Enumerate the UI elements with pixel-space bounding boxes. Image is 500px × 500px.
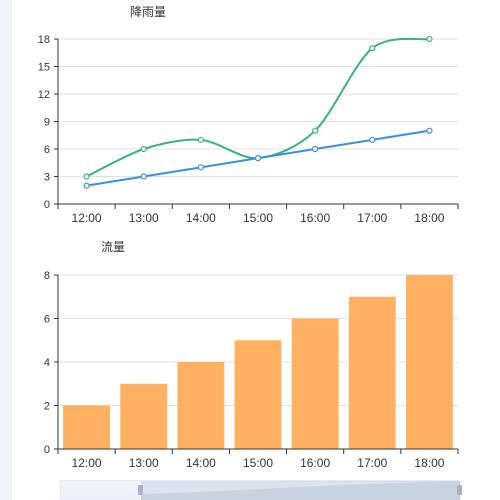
line-series-2-point: [312, 145, 319, 153]
bar-chart-x-axis: 12:00 13:00 14:00 15:00 16:00 17:00 18:00: [57, 448, 459, 470]
bar-chart-y-tick-label: 2: [44, 401, 50, 413]
line-chart-y-tick-label: 12: [38, 89, 50, 101]
line-series-2-point: [254, 155, 262, 162]
line-chart-title: 降雨量: [130, 5, 166, 19]
data-zoom-end-handle[interactable]: [457, 485, 462, 495]
line-series-1-point: [369, 45, 376, 52]
line-chart-y-tick-label: 6: [44, 144, 50, 156]
bar-chart-y-tick-label: 8: [44, 270, 50, 282]
line-series-1-point: [426, 35, 433, 43]
line-chart-x-tick-label: 16:00: [300, 211, 330, 225]
line-chart-x-tick-label: 15:00: [243, 211, 273, 225]
line-series-1-point: [312, 127, 319, 134]
data-zoom-preview-shape: [61, 481, 460, 500]
line-chart-grid: [58, 38, 458, 177]
bar: [177, 362, 225, 449]
line-chart-x-tick-label: 14:00: [186, 211, 216, 225]
line-chart-x-tick-label: 12:00: [72, 211, 102, 225]
bar: [63, 405, 110, 449]
bar-chart-title: 流量: [101, 240, 125, 254]
bar-chart-y-tick-label: 4: [44, 357, 50, 369]
bar-chart-y-ticks: 0 2 4 6 8: [44, 270, 59, 456]
line-chart-series: [83, 35, 433, 189]
line-series-2-point: [197, 164, 204, 171]
bar-chart-x-tick-label: 12:00: [72, 456, 102, 470]
line-chart-y-tick-label: 0: [44, 199, 50, 211]
bar-chart-y-tick-label: 6: [44, 314, 50, 326]
bar: [348, 296, 396, 449]
line-chart-y-tick-label: 15: [38, 62, 50, 74]
line-chart-y-tick-label: 3: [44, 172, 50, 184]
line-chart-x-tick-label: 13:00: [129, 211, 159, 225]
line-chart-y-ticks: 0 3 6 9 12 15 18: [38, 34, 59, 211]
line-chart-y-tick-label: 9: [44, 117, 50, 129]
line-series-2-point: [369, 136, 376, 143]
line-chart-x-axis: 12:00 13:00 14:00 15:00 16:00 17:00 18:00: [57, 203, 459, 225]
bar-chart-x-tick-label: 14:00: [186, 456, 216, 470]
line-series-1-point: [197, 136, 204, 143]
bar: [234, 340, 282, 449]
bar-chart-x-tick-label: 13:00: [129, 456, 159, 470]
data-zoom-slider[interactable]: [60, 480, 462, 500]
line-series-2-point: [426, 127, 433, 134]
line-chart-y-tick-label: 18: [38, 34, 50, 46]
bar-chart-x-tick-label: 17:00: [357, 456, 387, 470]
bar-chart-x-tick-label: 16:00: [300, 456, 330, 470]
data-zoom-window[interactable]: [61, 481, 141, 500]
line-series-2-point: [140, 173, 147, 180]
line-series-1-point: [140, 145, 147, 153]
bar-chart-bars: [63, 275, 453, 449]
line-chart-x-tick-label: 17:00: [357, 211, 387, 225]
data-zoom-start-handle[interactable]: [138, 485, 143, 495]
bar-chart-x-tick-label: 18:00: [414, 456, 444, 470]
bar: [120, 383, 168, 449]
bar: [291, 318, 339, 449]
line-series-1-point: [83, 173, 90, 180]
line-chart: 降雨量 0 3 6 9 12 15 18 12:00 13:00 14:00 15:00 16:00…: [38, 5, 459, 225]
bar-chart-y-tick-label: 0: [44, 444, 50, 456]
line-chart-x-tick-label: 18:00: [414, 211, 444, 225]
bar-chart-x-tick-label: 15:00: [243, 456, 273, 470]
left-panel-strip: [0, 0, 12, 500]
bar: [406, 275, 453, 449]
line-series-2-point: [83, 182, 90, 189]
